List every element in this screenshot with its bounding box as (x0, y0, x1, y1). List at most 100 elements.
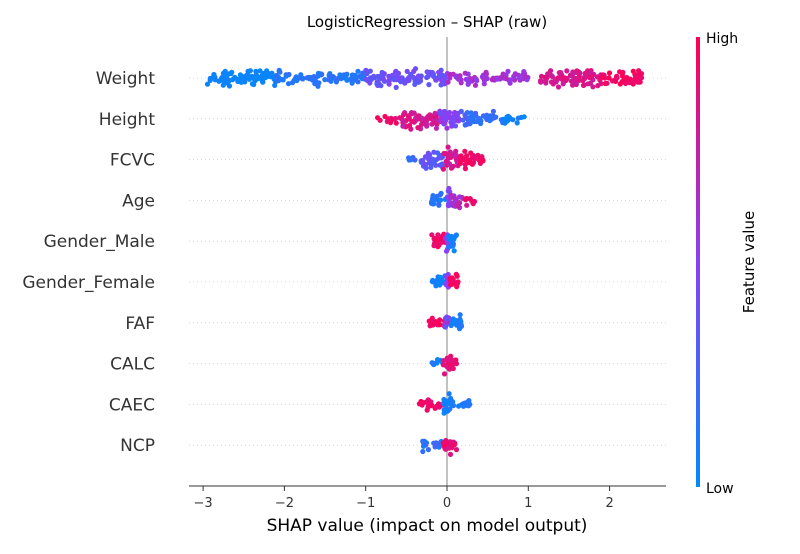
shap-point (576, 73, 582, 79)
shap-point (412, 157, 418, 163)
shap-point (453, 232, 459, 238)
shap-point (212, 77, 218, 83)
shap-point (458, 153, 464, 159)
shap-point (443, 158, 449, 164)
shap-point (429, 360, 435, 366)
shap-point (446, 115, 452, 121)
shap-point (462, 70, 468, 76)
shap-point (500, 120, 506, 126)
shap-point (457, 312, 463, 318)
x-tick-label: 1 (524, 496, 532, 511)
shap-point (393, 120, 399, 126)
shap-point (368, 76, 375, 82)
shap-point (311, 74, 317, 80)
shap-point (443, 315, 449, 321)
shap-point (512, 71, 518, 77)
shap-point (400, 118, 406, 124)
shap-point (456, 194, 463, 200)
shap-point (344, 77, 350, 83)
shap-point (232, 74, 238, 80)
shap-point (440, 358, 446, 364)
shap-point (409, 118, 415, 124)
shap-point (430, 194, 436, 200)
shap-point (330, 74, 336, 80)
shap-point (464, 110, 470, 116)
shap-point (415, 125, 421, 131)
shap-point (632, 71, 638, 78)
shap-point (599, 74, 605, 81)
shap-point (458, 323, 465, 329)
shap-point (430, 279, 436, 285)
shap-point (450, 365, 456, 372)
shap-point (487, 113, 493, 120)
shap-point (424, 154, 430, 160)
feature-label: CALC (110, 355, 155, 375)
shap-point (283, 73, 289, 79)
shap-point (418, 121, 424, 128)
shap-point (550, 81, 556, 87)
shap-point (406, 155, 412, 161)
shap-point (480, 158, 486, 164)
shap-point (441, 396, 447, 403)
shap-point (548, 72, 555, 79)
shap-point (606, 70, 613, 76)
shap-point (425, 397, 431, 403)
shap-point (469, 111, 475, 117)
shap-point (464, 153, 470, 159)
shap-point (407, 122, 413, 129)
shap-point (468, 116, 474, 122)
shap-point (477, 116, 483, 122)
shap-point (446, 233, 452, 239)
shap-point (458, 108, 464, 114)
shap-point (429, 403, 435, 409)
shap-point (516, 75, 522, 81)
shap-point (395, 70, 402, 76)
shap-point (401, 112, 407, 118)
shap-point (363, 76, 369, 82)
shap-point (436, 236, 442, 242)
shap-point (431, 73, 437, 80)
shap-point (439, 77, 445, 83)
shap-point (387, 119, 393, 125)
shap-point (574, 68, 580, 74)
x-tick-label: 2 (605, 496, 613, 511)
beeswarm-points (204, 66, 645, 457)
shap-point (326, 72, 332, 78)
shap-point (447, 275, 453, 281)
chart-title: LogisticRegression – SHAP (raw) (307, 13, 547, 31)
shap-point (446, 244, 452, 250)
shap-point (386, 73, 392, 79)
shap-point (433, 77, 439, 83)
shap-point (441, 120, 447, 126)
shap-point (449, 201, 455, 207)
x-tick-label: −3 (194, 496, 213, 511)
shap-point (264, 68, 270, 74)
shap-point (420, 443, 427, 449)
shap-point (449, 152, 455, 158)
shap-point (420, 448, 426, 455)
shap-point (505, 117, 512, 123)
shap-point (374, 81, 380, 87)
shap-point (279, 76, 285, 83)
shap-point (420, 438, 426, 444)
shap-point (433, 283, 439, 289)
shap-point (621, 77, 627, 83)
shap-point (245, 72, 251, 78)
shap-point (251, 81, 257, 88)
shap-point (638, 71, 645, 77)
shap-point (398, 79, 404, 85)
shap-point (581, 82, 587, 88)
shap-point (484, 75, 490, 82)
shap-point (378, 83, 384, 89)
shap-point (315, 83, 321, 89)
shap-point (423, 165, 429, 171)
colorbar-title: Feature value (740, 211, 758, 313)
shap-point (453, 447, 460, 453)
shap-point (455, 203, 461, 209)
shap-point (503, 76, 509, 82)
shap-point (538, 79, 544, 85)
shap-point (450, 316, 456, 322)
shap-point (254, 73, 260, 80)
shap-point (453, 73, 459, 79)
feature-label: NCP (120, 436, 155, 456)
